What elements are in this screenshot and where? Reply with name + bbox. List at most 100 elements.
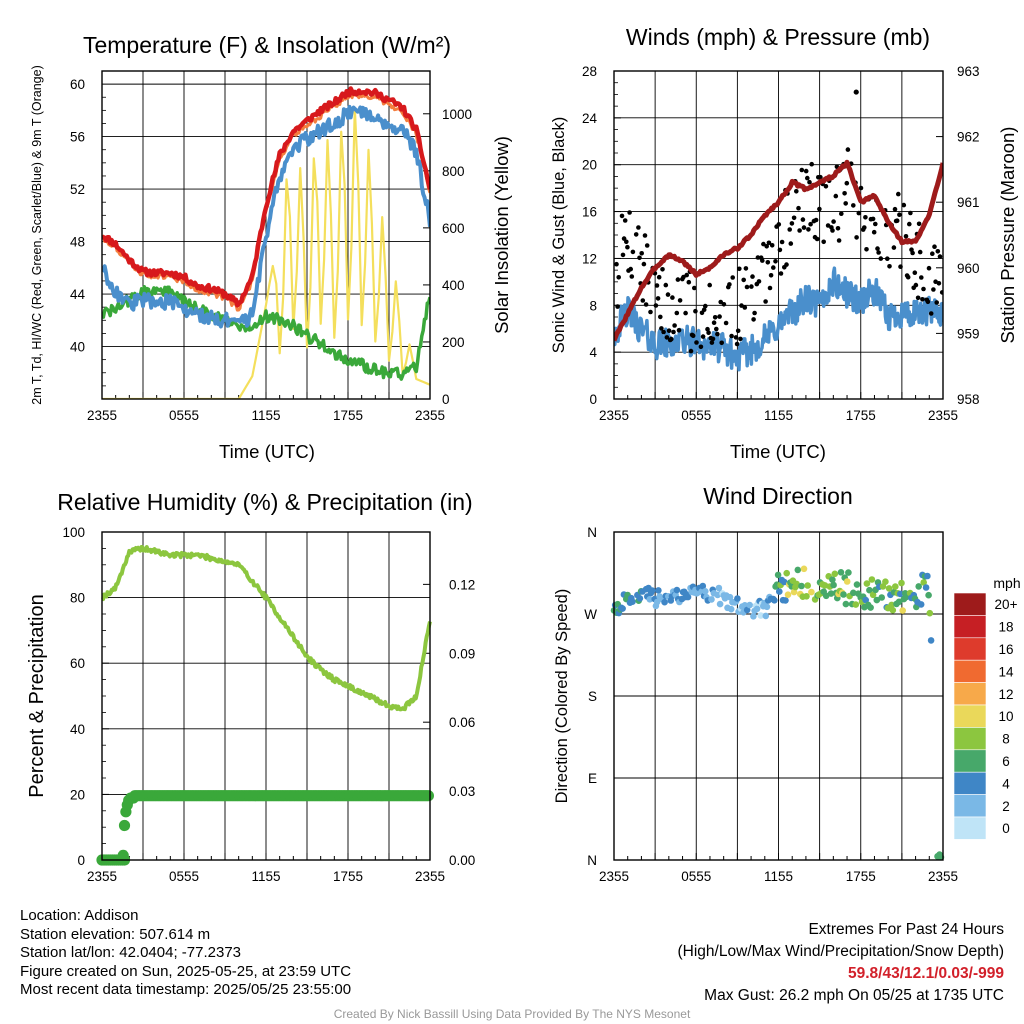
precip-point (422, 790, 434, 802)
gust-point (765, 260, 771, 265)
direction-point (753, 605, 761, 613)
x-tick-label: 0555 (169, 408, 199, 423)
gust-point (714, 326, 719, 332)
gust-point (806, 227, 811, 232)
extremes-subtitle: (High/Low/Max Wind/Precipitation/Snow De… (677, 943, 1005, 960)
gust-point (931, 287, 936, 292)
direction-point (715, 584, 723, 592)
gust-point (658, 314, 663, 320)
gust-point (805, 175, 810, 181)
x-tick-label: 1755 (846, 408, 876, 423)
chart-title: Winds (mph) & Pressure (mb) (626, 24, 930, 50)
gust-point (643, 302, 649, 307)
gust-point (844, 180, 850, 186)
gust-point (665, 292, 671, 297)
x-tick-label: 1155 (251, 869, 280, 884)
gust-point (706, 330, 711, 336)
gust-point (700, 334, 706, 339)
direction-point (804, 582, 811, 589)
gust-point (763, 299, 768, 304)
gust-point (910, 250, 915, 256)
extremes-panel: Extremes For Past 24 Hours (High/Low/Max… (678, 919, 1005, 1007)
gust-point (823, 184, 829, 189)
gust-point (851, 203, 856, 208)
y-tick-label: E (588, 771, 597, 786)
direction-point (892, 583, 899, 590)
direction-point (863, 580, 871, 587)
speed-colorbar: mph 20+ 18 16 14 12 10 8 6 4 2 0 (953, 575, 1021, 840)
x-tick-label: 1155 (764, 869, 793, 884)
humidity-panel: 0 20 40 60 80 100 0.00 0.03 0.06 0.09 0.12 2355 0555… (26, 489, 475, 884)
y-tick-label: S (588, 689, 597, 704)
direction-point (924, 572, 931, 580)
gust-point (629, 274, 635, 279)
credit-line: Created By Nick Bassill Using Data Provi… (333, 1007, 691, 1021)
gust-point (705, 326, 710, 332)
direction-point (866, 586, 873, 594)
gust-point (663, 282, 669, 288)
precip-point (117, 849, 129, 862)
colorbar-level-label: 4 (1002, 776, 1010, 791)
x-tick-label: 0555 (169, 869, 199, 884)
direction-point (726, 593, 734, 601)
direction-point (774, 571, 782, 579)
gust-point (718, 299, 723, 305)
direction-point (750, 613, 757, 620)
y-tick-label: 16 (582, 205, 597, 220)
gust-point (788, 241, 794, 246)
gust-point (636, 225, 641, 230)
station-elevation: Station elevation: 507.614 m (20, 925, 211, 943)
direction-point (684, 593, 692, 601)
gust-point (624, 239, 629, 245)
gust-point (897, 212, 902, 217)
gust-point (764, 244, 769, 249)
gust-point (622, 218, 628, 223)
x-tick-label: 0555 (681, 408, 711, 423)
gust-point (934, 300, 939, 305)
direction-point (716, 600, 724, 608)
gust-point (864, 247, 869, 252)
gust-point (779, 239, 785, 245)
gust-point (773, 259, 778, 264)
gust-point (919, 275, 924, 280)
gust-point (701, 307, 707, 313)
y-right-tick-label: 200 (442, 335, 465, 350)
y-tick-label: 0 (77, 853, 85, 868)
gust-point (856, 210, 862, 216)
gust-point (661, 329, 666, 335)
direction-point (842, 600, 850, 608)
colorbar-level-label: 18 (998, 620, 1013, 635)
y-right-tick-label: 800 (442, 164, 465, 179)
gust-point (760, 258, 765, 263)
gust-point (768, 273, 774, 278)
y-tick-label: 20 (70, 787, 85, 802)
gust-point (723, 320, 729, 326)
x-tick-label: 2355 (415, 408, 445, 423)
humidity-series (96, 545, 434, 866)
gust-point (686, 279, 692, 285)
y-right-tick-label: 960 (957, 261, 980, 276)
y-tick-label: 44 (70, 287, 86, 302)
gust-point (675, 277, 681, 282)
colorbar-level-label: 8 (1002, 732, 1010, 747)
y-tick-label: 56 (70, 130, 85, 145)
direction-point (762, 612, 770, 620)
direction-point (840, 591, 847, 598)
direction-point (629, 598, 636, 605)
y-right-tick-label: 0.12 (449, 577, 475, 592)
x-axis-label: Time (UTC) (219, 441, 315, 462)
y-tick-label: 52 (70, 182, 85, 197)
gust-point (715, 331, 720, 337)
y-right-tick-label: 400 (442, 278, 465, 293)
direction-point (850, 589, 857, 597)
direction-point (757, 612, 765, 619)
gust-point (863, 215, 868, 220)
gust-point (641, 261, 647, 267)
direction-point (808, 588, 815, 596)
gust-point (797, 228, 802, 233)
direction-point (661, 598, 668, 606)
x-tick-label: 1155 (764, 408, 793, 423)
direction-point (873, 596, 881, 604)
direction-point (869, 591, 877, 599)
y-right-tick-label: 0.00 (449, 853, 475, 868)
